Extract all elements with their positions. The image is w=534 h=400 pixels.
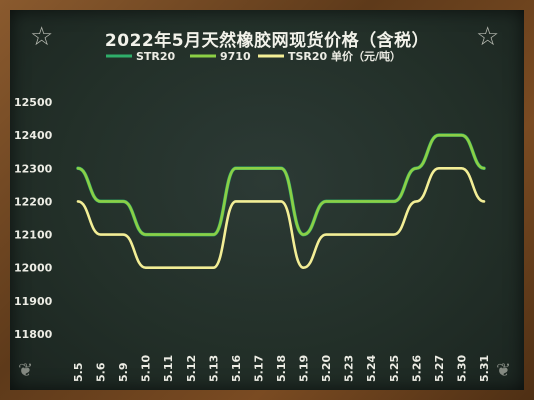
x-tick-label: 5.24 [365,355,378,382]
x-tick-label: 5.16 [230,355,243,382]
y-tick-label: 12100 [14,229,53,242]
star-icon-right: ☆ [476,22,500,52]
series-line-tsr20 [76,166,486,270]
legend-label: 9710 [220,50,251,63]
y-tick-label: 11900 [14,295,53,308]
y-tick-label: 12200 [14,195,53,208]
x-tick-label: 5.6 [95,362,108,382]
x-tick-label: 5.12 [185,355,198,382]
y-tick-label: 12400 [14,129,53,142]
x-tick-label: 5.23 [343,355,356,382]
x-tick-label: 5.13 [207,355,220,382]
x-tick-label: 5.17 [252,355,265,382]
leaf-decoration-left: ❦ [18,360,34,381]
x-tick-label: 5.18 [275,355,288,382]
chart-title: 2022年5月天然橡胶网现货价格（含税） [104,31,430,51]
x-tick-label: 5.19 [298,355,311,382]
series-line-9710 [76,133,486,236]
leaf-decoration-right: ❦ [496,360,512,381]
x-tick-label: 5.27 [433,355,446,382]
x-tick-label: 5.30 [455,355,468,382]
x-tick-label: 5.25 [388,355,401,382]
y-tick-label: 12000 [14,262,53,275]
y-tick-label: 12300 [14,162,53,175]
x-tick-label: 5.10 [140,355,153,382]
x-tick-label: 5.11 [162,355,175,382]
y-tick-label: 12500 [14,96,53,109]
legend-label: STR20 [136,50,176,63]
x-tick-label: 5.26 [410,355,423,382]
x-tick-label: 5.20 [320,355,333,382]
series-line-str20 [76,133,486,237]
x-tick-label: 5.5 [72,363,85,383]
legend-label: TSR20 单价（元/吨） [288,49,401,63]
x-tick-label: 5.31 [478,355,491,382]
y-tick-label: 11800 [14,328,53,341]
x-tick-label: 5.9 [117,363,130,383]
star-icon-left: ☆ [30,22,54,52]
